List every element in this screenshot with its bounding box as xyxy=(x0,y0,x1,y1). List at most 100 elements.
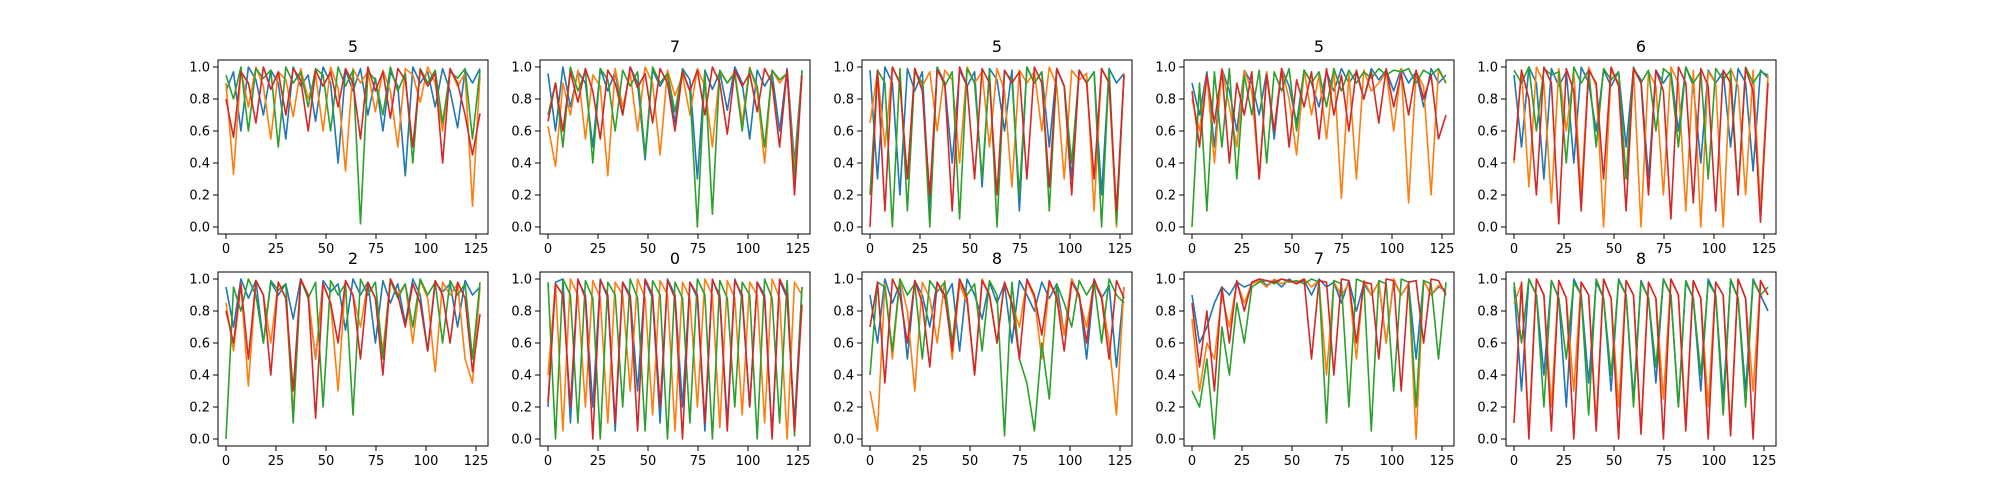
x-tick-label: 125 xyxy=(464,242,489,257)
x-tick-label: 50 xyxy=(962,454,979,469)
y-tick-label: 0.8 xyxy=(1477,93,1498,108)
y-tick-label: 0.0 xyxy=(1477,433,1498,448)
y-tick-label: 0.6 xyxy=(1477,337,1498,352)
x-tick-label: 25 xyxy=(912,454,929,469)
y-tick-label: 0.0 xyxy=(511,221,532,236)
subplot-title: 7 xyxy=(1314,249,1324,268)
x-tick-label: 125 xyxy=(1108,242,1133,257)
series-line xyxy=(1513,66,1769,180)
y-tick-label: 1.0 xyxy=(833,273,854,288)
subplot-title: 5 xyxy=(348,37,358,56)
x-tick-label: 75 xyxy=(690,242,707,257)
y-tick-label: 1.0 xyxy=(511,61,532,76)
y-tick-label: 0.0 xyxy=(1155,221,1176,236)
subplot-title: 8 xyxy=(1636,249,1646,268)
x-tick-label: 50 xyxy=(962,242,979,257)
x-tick-label: 125 xyxy=(786,242,811,257)
y-tick-label: 1.0 xyxy=(1477,273,1498,288)
x-tick-label: 0 xyxy=(866,242,874,257)
series-line xyxy=(1513,66,1769,225)
y-tick-label: 0.8 xyxy=(189,93,210,108)
subplot-title: 2 xyxy=(348,249,358,268)
subplot: 0 25 50 75 100 125 0.0 0.2 0.4 0.6 0.8 1.0 0 xyxy=(511,249,811,469)
subplot-title: 5 xyxy=(992,37,1002,56)
x-tick-label: 100 xyxy=(1380,454,1405,469)
x-tick-label: 0 xyxy=(222,454,230,469)
x-tick-label: 25 xyxy=(590,242,607,257)
subplot: 0 25 50 75 100 125 0.0 0.2 0.4 0.6 0.8 1.0 2 xyxy=(189,249,489,469)
x-tick-label: 0 xyxy=(1510,242,1518,257)
series-line xyxy=(547,66,803,196)
y-tick-label: 0.2 xyxy=(1477,189,1498,204)
y-tick-label: 0.8 xyxy=(1155,305,1176,320)
y-tick-label: 0.0 xyxy=(511,433,532,448)
y-tick-label: 0.4 xyxy=(511,157,532,172)
y-tick-label: 0.4 xyxy=(1155,157,1176,172)
x-tick-label: 50 xyxy=(1284,454,1301,469)
subplot: 0 25 50 75 100 125 0.0 0.2 0.4 0.6 0.8 1.0 5 xyxy=(189,37,489,257)
x-tick-label: 25 xyxy=(1556,454,1573,469)
x-tick-label: 25 xyxy=(912,242,929,257)
x-tick-label: 25 xyxy=(590,454,607,469)
y-tick-label: 0.0 xyxy=(1155,433,1176,448)
series-line xyxy=(547,278,803,440)
series-line xyxy=(225,66,481,225)
x-tick-label: 0 xyxy=(1510,454,1518,469)
axes-frame xyxy=(1183,59,1455,235)
y-tick-label: 0.8 xyxy=(1155,93,1176,108)
x-tick-label: 75 xyxy=(1012,242,1029,257)
x-tick-label: 50 xyxy=(318,242,335,257)
y-tick-label: 0.6 xyxy=(1155,337,1176,352)
x-tick-label: 125 xyxy=(1430,242,1455,257)
x-tick-label: 75 xyxy=(1334,454,1351,469)
series-line xyxy=(225,278,481,440)
y-tick-label: 0.4 xyxy=(833,157,854,172)
y-tick-label: 0.6 xyxy=(833,337,854,352)
x-tick-label: 0 xyxy=(544,454,552,469)
series-line xyxy=(869,278,1125,384)
x-tick-label: 125 xyxy=(1752,454,1777,469)
x-tick-label: 0 xyxy=(1188,242,1196,257)
x-tick-label: 75 xyxy=(1334,242,1351,257)
y-tick-label: 0.8 xyxy=(833,93,854,108)
series-line xyxy=(1513,66,1769,228)
y-tick-label: 0.6 xyxy=(189,125,210,140)
y-tick-label: 0.0 xyxy=(833,433,854,448)
y-tick-label: 0.6 xyxy=(511,337,532,352)
x-tick-label: 100 xyxy=(736,454,761,469)
y-tick-label: 0.2 xyxy=(1155,189,1176,204)
series-line xyxy=(547,66,803,177)
series-line xyxy=(1191,278,1447,392)
x-tick-label: 75 xyxy=(368,242,385,257)
subplot: 0 25 50 75 100 125 0.0 0.2 0.4 0.6 0.8 1.0 6 xyxy=(1477,37,1777,257)
x-tick-label: 125 xyxy=(464,454,489,469)
y-tick-label: 0.8 xyxy=(1477,305,1498,320)
series-line xyxy=(225,66,481,164)
x-tick-label: 75 xyxy=(1012,454,1029,469)
series-line xyxy=(869,278,1125,437)
y-tick-label: 0.8 xyxy=(511,305,532,320)
x-tick-label: 125 xyxy=(1752,242,1777,257)
x-tick-label: 25 xyxy=(268,454,285,469)
y-tick-label: 1.0 xyxy=(1155,61,1176,76)
x-tick-label: 50 xyxy=(640,242,657,257)
x-tick-label: 25 xyxy=(1556,242,1573,257)
y-tick-label: 0.8 xyxy=(833,305,854,320)
subplot-title: 5 xyxy=(1314,37,1324,56)
x-tick-label: 0 xyxy=(222,242,230,257)
y-tick-label: 0.2 xyxy=(189,189,210,204)
axes-frame xyxy=(217,271,489,447)
series-line xyxy=(547,278,803,440)
x-tick-label: 0 xyxy=(866,454,874,469)
subplot-title: 6 xyxy=(1636,37,1646,56)
y-tick-label: 0.0 xyxy=(1477,221,1498,236)
x-tick-label: 100 xyxy=(1702,242,1727,257)
axes-frame xyxy=(217,59,489,235)
subplot: 0 25 50 75 100 125 0.0 0.2 0.4 0.6 0.8 1.0 5 xyxy=(1155,37,1455,257)
y-tick-label: 1.0 xyxy=(511,273,532,288)
x-tick-label: 75 xyxy=(1656,242,1673,257)
series-line xyxy=(1513,278,1769,440)
x-tick-label: 100 xyxy=(1702,454,1727,469)
x-tick-label: 25 xyxy=(268,242,285,257)
series-line xyxy=(1191,67,1447,228)
